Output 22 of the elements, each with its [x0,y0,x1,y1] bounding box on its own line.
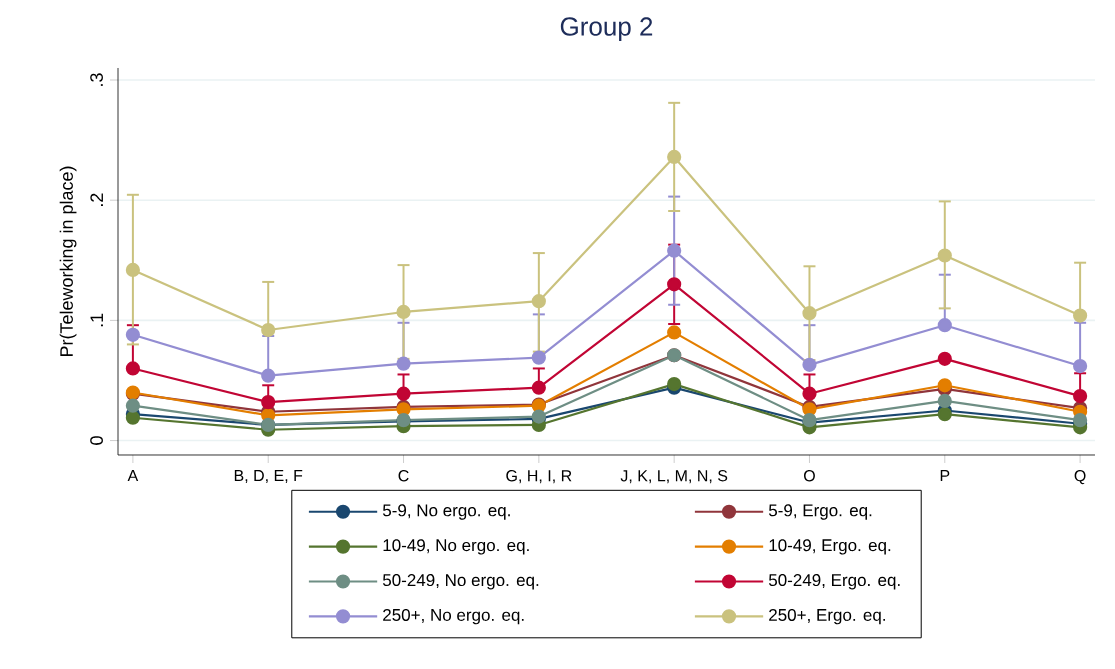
legend-label: 250+, Ergo. eq. [769,608,885,625]
chart-title: Group 2 [560,17,653,41]
legend-label: 5-9, Ergo. eq. [768,504,872,520]
x-tick-label: C [398,470,409,482]
legend-label: 10-49, Ergo. eq. [769,539,891,555]
legend-label: 250+, No ergo. eq. [383,608,524,625]
x-tick-label: Q [1074,470,1086,485]
y-tick-label: .1 [90,313,103,327]
x-tick-label: G, H, I, R [506,470,572,484]
x-tick-label: J, K, L, M, N, S [620,470,728,484]
y-tick-label: 0 [90,436,103,445]
y-axis-title: Pr(Teleworking in place) [59,166,77,357]
legend-label: 5-9, No ergo. eq. [382,504,510,520]
legend-label: 50-249, No ergo. eq. [382,574,539,590]
legend-label: 10-49, No ergo. eq. [383,539,529,555]
x-tick-label: O [804,470,815,482]
y-tick-label: .3 [90,73,103,86]
x-tick-label: P [940,470,950,482]
legend-label: 50-249, Ergo. eq. [768,574,900,590]
y-tick-label: .2 [90,193,103,207]
x-tick-label: B, D, E, F [234,470,303,484]
x-tick-label: A [127,470,139,482]
